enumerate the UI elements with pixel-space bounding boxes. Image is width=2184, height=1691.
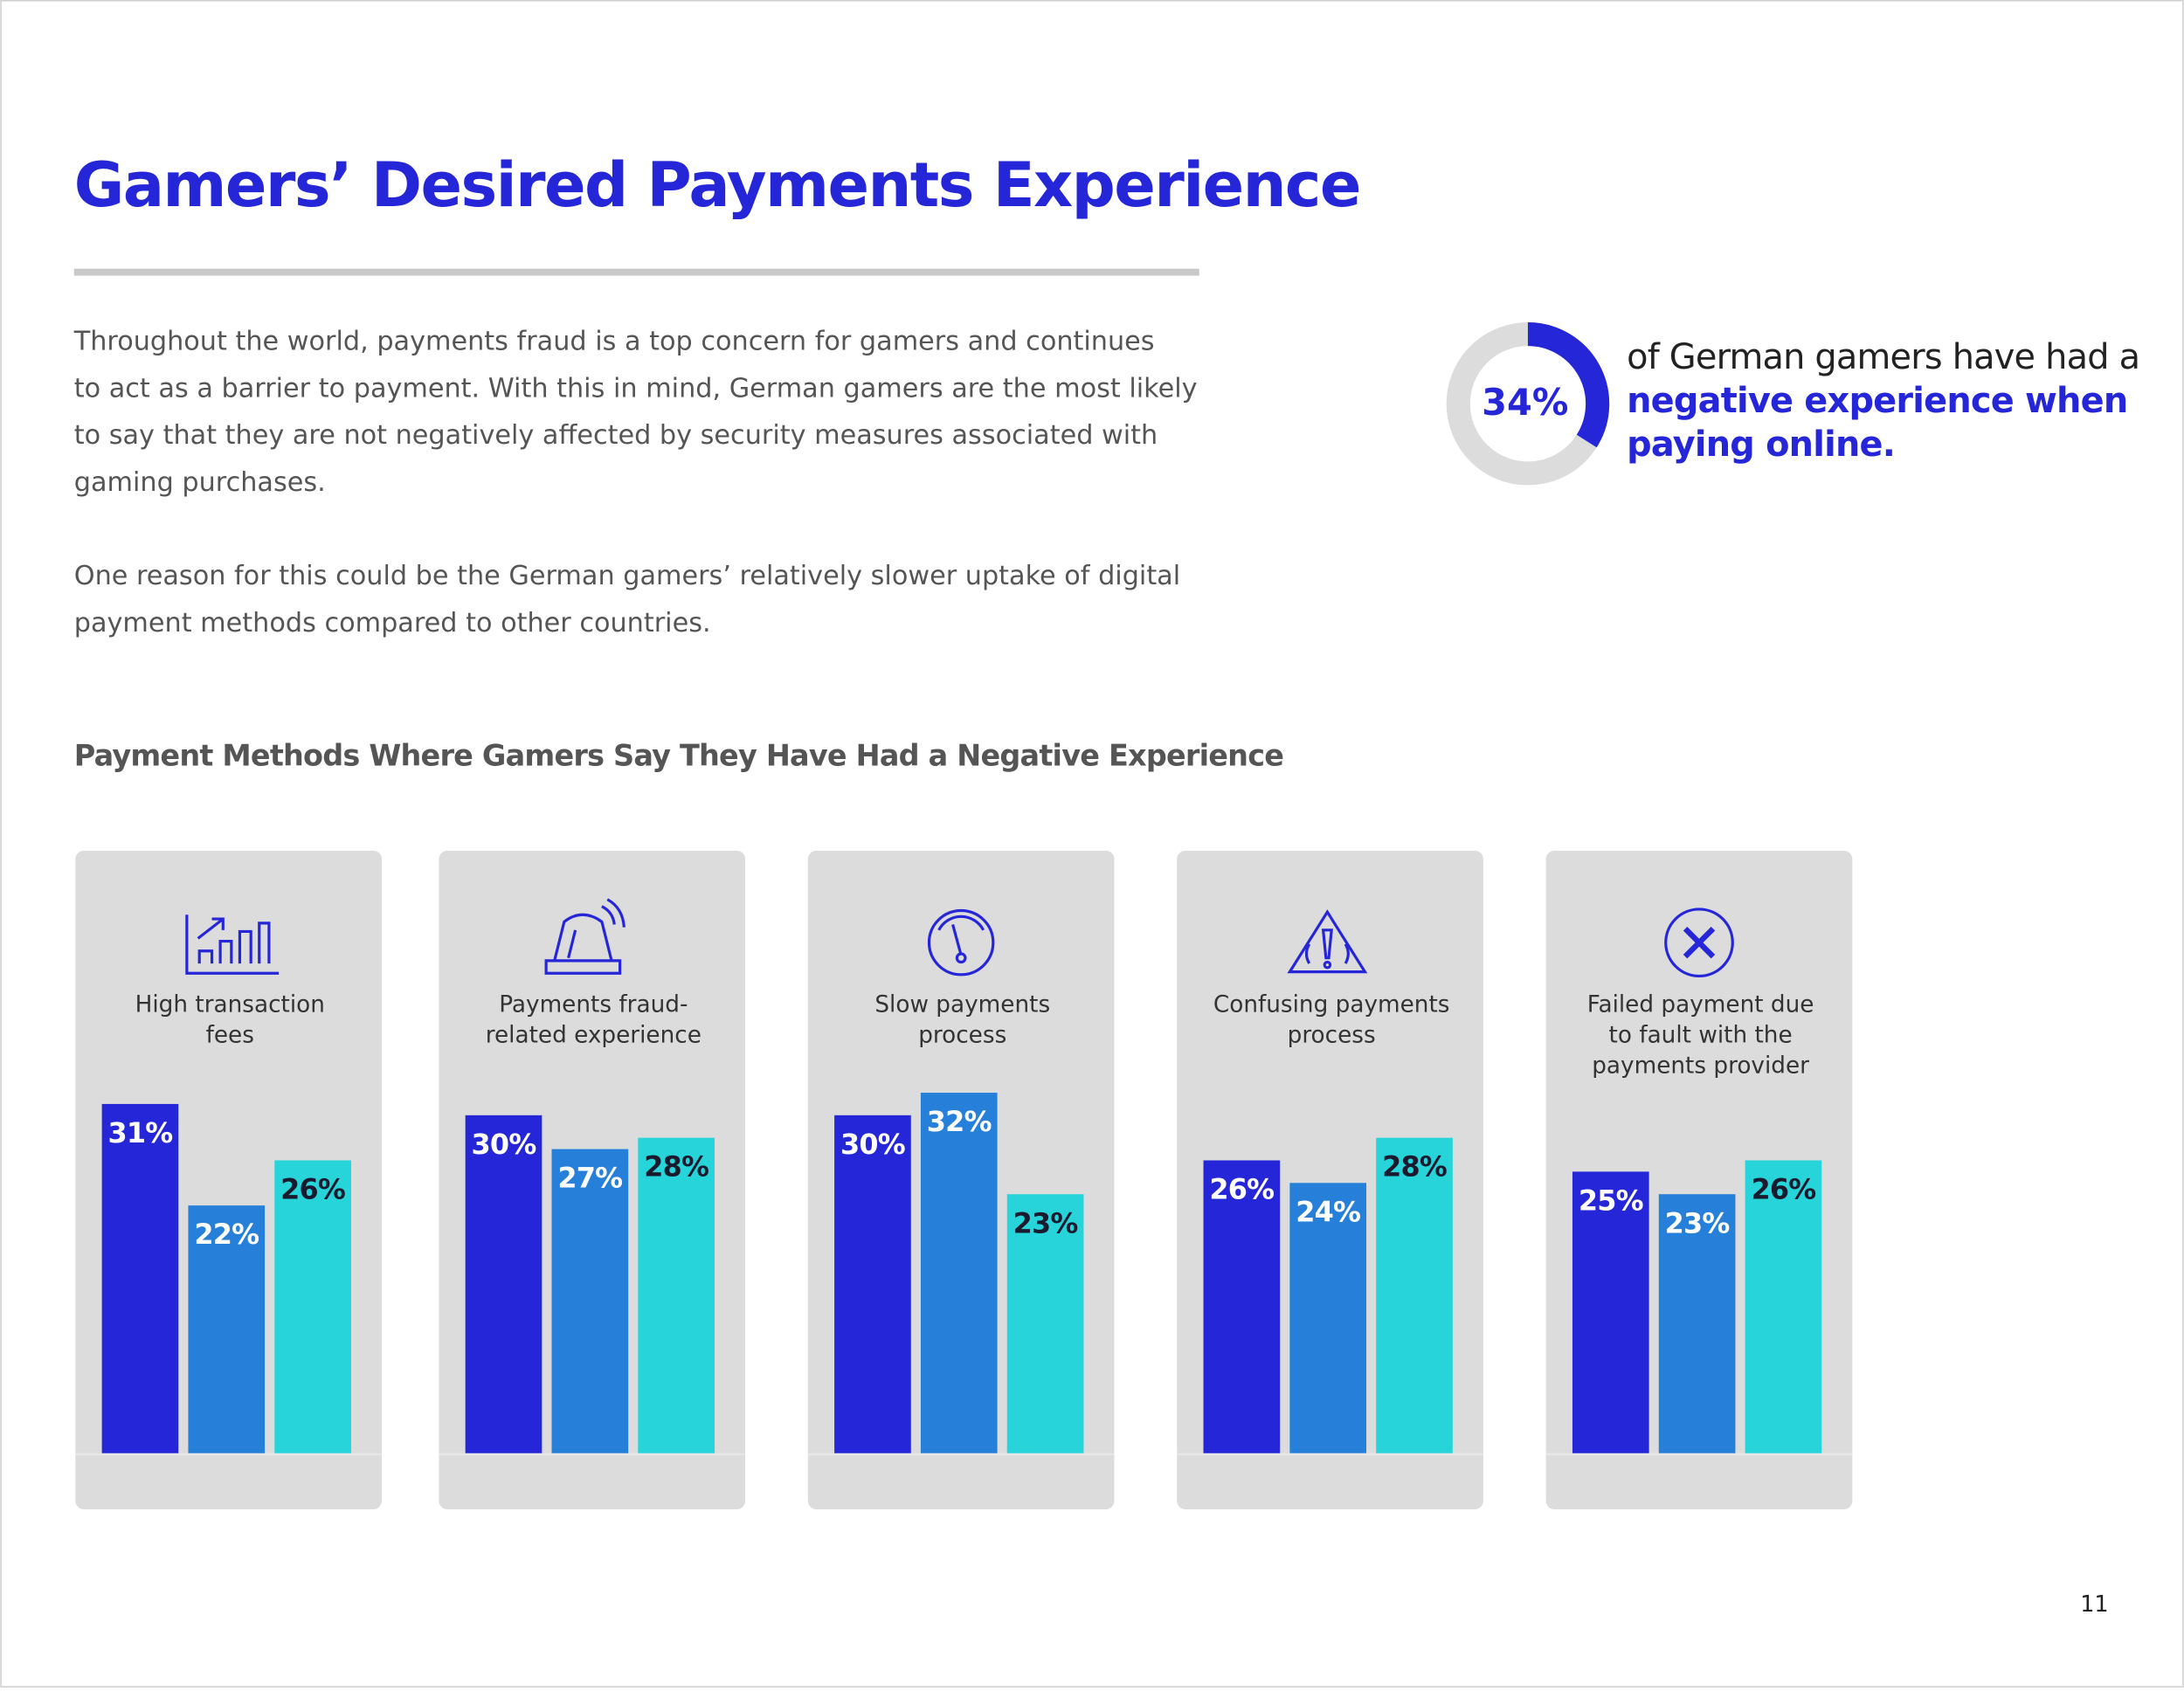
bar: [1658, 1194, 1736, 1454]
icon-part: [1304, 942, 1350, 964]
title: Gamers’ Desired Payments Experience: [74, 149, 1360, 221]
stat-text: paying online.: [1627, 424, 1895, 465]
panel-label: fees: [206, 1022, 254, 1048]
bar-value-label: 25%: [1579, 1184, 1643, 1217]
icon-part: [567, 929, 577, 959]
icon-part: [1683, 926, 1716, 959]
icon-part: [1287, 909, 1368, 974]
bar-value-label: 22%: [194, 1218, 259, 1251]
bar-value-label: 28%: [1382, 1150, 1447, 1184]
panel-label: related experience: [486, 1022, 702, 1048]
donut-arc: [1527, 322, 1610, 448]
bar-value-label: 23%: [1665, 1206, 1730, 1239]
panel-label: Payments fraud-: [499, 991, 688, 1018]
paragraph-line: One reason for this could be the German …: [74, 561, 1180, 591]
stat-text: negative experience when: [1627, 381, 2127, 421]
bar-value-label: 30%: [840, 1128, 905, 1161]
bar-value-label: 27%: [557, 1162, 622, 1195]
panel-label: process: [1288, 1022, 1376, 1048]
paragraph-line: Throughout the world, payments fraud is …: [73, 327, 1155, 357]
icon-part: [1323, 960, 1332, 970]
stat-text: of German gamers have had a: [1627, 337, 2139, 377]
panel-label: to fault with the: [1609, 1022, 1793, 1048]
bar: [1572, 1171, 1649, 1454]
bar-value-label: 30%: [472, 1128, 536, 1161]
icon-part: [197, 921, 271, 964]
icon-part: [951, 924, 963, 956]
bar: [188, 1205, 266, 1454]
bar-value-label: 28%: [644, 1150, 708, 1184]
bar: [1745, 1160, 1822, 1454]
bar: [1376, 1137, 1453, 1454]
icon-part: [937, 915, 985, 931]
bar: [465, 1115, 543, 1454]
icon-part: [197, 917, 225, 940]
bar-value-label: 31%: [108, 1116, 173, 1149]
bar: [1289, 1183, 1367, 1454]
page-number: 11: [2080, 1591, 2108, 1618]
bar: [1203, 1160, 1281, 1454]
icon-part: [544, 913, 622, 975]
bar: [274, 1160, 351, 1454]
icon-part: [601, 898, 625, 928]
icon: [1287, 909, 1368, 974]
bar-value-label: 24%: [1296, 1195, 1360, 1228]
bar-value-label: 26%: [280, 1173, 345, 1206]
bar-value-label: 26%: [1751, 1173, 1815, 1206]
chart-heading: Payment Methods Where Gamers Say They Ha…: [74, 739, 1284, 773]
panel-label: Confusing payments: [1213, 991, 1450, 1018]
bar: [834, 1115, 911, 1454]
icon-part: [1664, 908, 1734, 978]
bar: [920, 1093, 998, 1454]
icon-part: [1321, 928, 1333, 960]
bar: [101, 1103, 179, 1454]
icon: [544, 898, 625, 975]
paragraph-line: to say that they are not negatively affe…: [74, 420, 1158, 451]
paragraph-line: to act as a barrier to payment. With thi…: [74, 373, 1198, 404]
bar: [638, 1137, 715, 1454]
icon: [927, 908, 995, 977]
bar-value-label: 23%: [1013, 1206, 1078, 1239]
bar-value-label: 26%: [1209, 1173, 1274, 1206]
icon-part: [927, 908, 995, 977]
panel-label: process: [918, 1022, 1006, 1048]
bar: [551, 1149, 629, 1454]
icon: [1664, 908, 1734, 978]
bar: [1006, 1194, 1084, 1454]
donut-label: 34%: [1482, 382, 1568, 424]
panel-label: payments provider: [1592, 1053, 1809, 1080]
panel-label: Failed payment due: [1587, 991, 1814, 1018]
panel-label: Slow payments: [874, 991, 1050, 1018]
bar-value-label: 32%: [927, 1105, 992, 1138]
icon: [185, 915, 280, 975]
paragraph-line: gaming purchases.: [74, 467, 326, 498]
panel-label: High transaction: [135, 991, 325, 1018]
icon-part: [955, 952, 967, 964]
paragraph-line: payment methods compared to other countr…: [74, 608, 711, 638]
icon-part: [185, 915, 280, 975]
